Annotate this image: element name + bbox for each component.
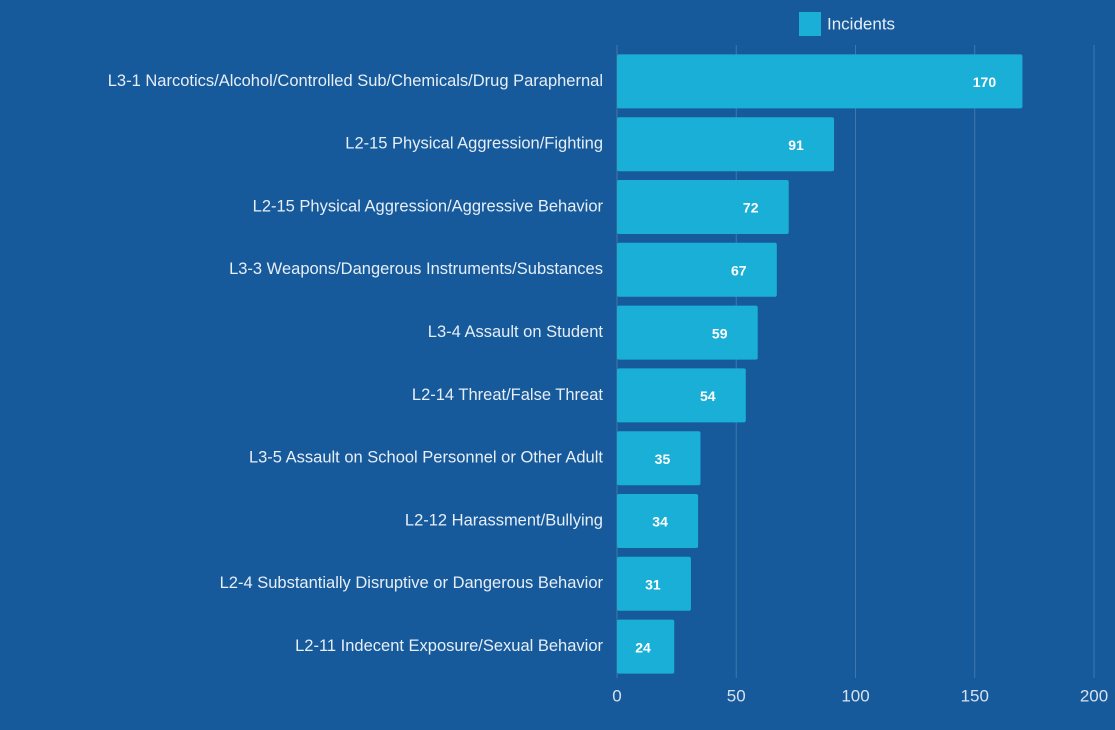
y-tick-label: L2-14 Threat/False Threat [412,386,603,404]
bar [617,242,777,297]
y-tick-label: L2-12 Harassment/Bullying [405,511,603,529]
value-label: 91 [788,137,804,153]
y-tick-label: L3-5 Assault on School Personnel or Othe… [249,449,603,467]
bar [617,305,758,360]
y-tick-label: L2-4 Substantially Disruptive or Dangero… [220,574,604,592]
bar [617,556,691,611]
value-label: 170 [973,74,997,90]
value-label: 54 [700,388,716,404]
bar [617,179,789,235]
y-tick-label: L2-15 Physical Aggression/Aggressive Beh… [253,197,604,215]
x-tick-label: 100 [841,686,869,705]
bar [617,493,699,549]
bar [617,431,701,486]
value-label: 24 [635,639,651,655]
y-tick-label: L3-1 Narcotics/Alcohol/Controlled Sub/Ch… [108,72,603,90]
value-label: 31 [645,577,661,593]
y-tick-label: L3-3 Weapons/Dangerous Instruments/Subst… [229,260,603,278]
value-label: 59 [712,325,728,341]
x-tick-label: 150 [961,686,989,705]
legend-label: Incidents [827,14,895,33]
x-tick-label: 50 [727,686,746,705]
bar [617,619,675,674]
y-tick-label: L3-4 Assault on Student [428,323,604,341]
bar [617,368,746,423]
value-label: 35 [655,451,671,467]
bar [617,117,835,172]
x-tick-label: 0 [612,686,621,705]
legend-swatch [799,12,821,36]
value-label: 67 [731,263,747,279]
y-tick-label: L2-15 Physical Aggression/Fighting [345,135,603,153]
x-tick-label: 200 [1080,686,1108,705]
bar [617,54,1023,109]
value-label: 72 [743,200,759,216]
value-label: 34 [652,514,668,530]
y-tick-label: L2-11 Indecent Exposure/Sexual Behavior [295,637,603,655]
